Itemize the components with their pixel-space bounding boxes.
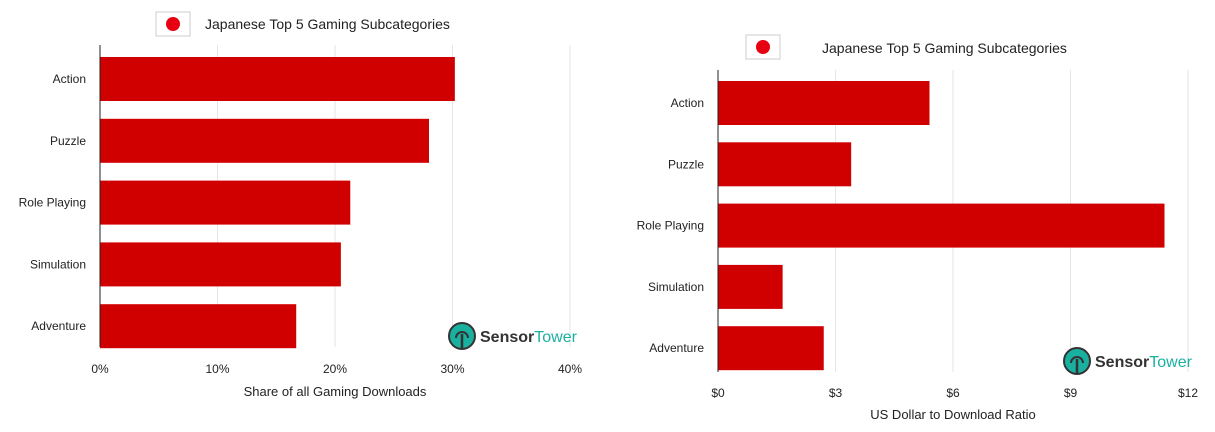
x-tick-label: $12: [1178, 386, 1198, 400]
bar-adventure: [718, 326, 824, 371]
category-label: Adventure: [31, 319, 86, 333]
bar-simulation: [100, 242, 341, 287]
bar-role-playing: [100, 180, 351, 225]
japan-flag-icon: [745, 34, 781, 60]
category-label: Action: [671, 96, 704, 110]
logo-arc: [1070, 356, 1084, 364]
chart-title: Japanese Top 5 Gaming Subcategories: [205, 16, 450, 32]
brand-part1: Sensor: [1095, 354, 1149, 371]
bar-action: [100, 57, 455, 101]
downloads-share-chart: Japanese Top 5 Gaming Subcategories Actio…: [0, 0, 607, 432]
dollar-download-ratio-chart-svg: Japanese Top 5 Gaming Subcategories Actio…: [637, 34, 1198, 422]
x-tick-label: $0: [711, 386, 725, 400]
category-label: Simulation: [648, 280, 704, 294]
category-label: Adventure: [649, 341, 704, 355]
brand-part1: Sensor: [480, 329, 534, 346]
japan-flag-icon: [155, 11, 191, 37]
category-label: Puzzle: [668, 157, 704, 171]
brand-part2: Tower: [534, 329, 577, 346]
x-tick-label: $3: [829, 386, 843, 400]
category-label: Puzzle: [50, 134, 86, 148]
category-label: Simulation: [30, 257, 86, 271]
flag-sun: [166, 17, 180, 31]
bar-role-playing: [718, 203, 1165, 248]
bar-simulation: [718, 264, 783, 309]
x-axis-label: US Dollar to Download Ratio: [870, 407, 1035, 422]
category-label: Role Playing: [637, 219, 704, 233]
x-tick-label: 10%: [205, 362, 229, 376]
x-axis-label: Share of all Gaming Downloads: [244, 384, 427, 399]
bar-puzzle: [100, 118, 429, 163]
category-label: Action: [53, 72, 86, 86]
brand-wordmark: SensorTower: [1095, 354, 1193, 371]
flag-sun: [756, 40, 770, 54]
chart-title: Japanese Top 5 Gaming Subcategories: [822, 40, 1067, 56]
category-label: Role Playing: [19, 196, 86, 210]
brand-wordmark: SensorTower: [480, 329, 578, 346]
bar-adventure: [100, 304, 297, 349]
bar-puzzle: [718, 142, 852, 187]
x-tick-label: 0%: [91, 362, 109, 376]
bar-action: [718, 81, 930, 125]
brand-part2: Tower: [1149, 354, 1192, 371]
logo-arc: [455, 331, 469, 339]
x-tick-label: 30%: [440, 362, 464, 376]
x-tick-label: 40%: [558, 362, 582, 376]
sensor-tower-logo-icon: [1063, 347, 1091, 375]
sensor-tower-logo-icon: [448, 322, 476, 350]
x-tick-label: 20%: [323, 362, 347, 376]
downloads-share-chart-svg: Japanese Top 5 Gaming Subcategories Actio…: [19, 11, 582, 399]
x-tick-label: $9: [1064, 386, 1078, 400]
x-tick-label: $6: [946, 386, 960, 400]
dollar-download-ratio-chart: Japanese Top 5 Gaming Subcategories Actio…: [608, 0, 1215, 432]
